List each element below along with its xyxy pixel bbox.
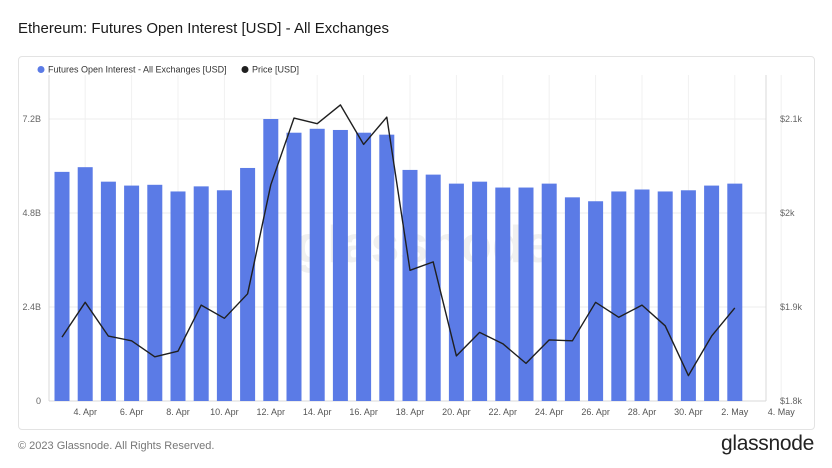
legend-price-label: Price [USD] bbox=[252, 65, 299, 75]
y-right-tick-label: $1.9k bbox=[780, 302, 803, 312]
oi-bar bbox=[425, 174, 441, 401]
x-tick-label: 4. Apr bbox=[73, 407, 97, 417]
oi-bar bbox=[448, 183, 464, 401]
chart-svg: glassnode02.4B4.8B7.2B$1.8k$1.9k$2k$2.1k… bbox=[22, 65, 803, 418]
x-tick-label: 12. Apr bbox=[257, 407, 286, 417]
oi-bar bbox=[77, 167, 93, 401]
x-tick-label: 8. Apr bbox=[166, 407, 190, 417]
x-tick-label: 2. May bbox=[721, 407, 749, 417]
oi-bar bbox=[309, 128, 325, 401]
x-tick-label: 4. May bbox=[768, 407, 796, 417]
x-tick-label: 30. Apr bbox=[674, 407, 703, 417]
oi-bar bbox=[379, 134, 395, 401]
y-right-tick-label: $2k bbox=[780, 208, 795, 218]
oi-bar bbox=[588, 201, 604, 401]
y-right-tick-label: $1.8k bbox=[780, 396, 803, 406]
legend-oi-label: Futures Open Interest - All Exchanges [U… bbox=[48, 65, 227, 75]
chart-panel: glassnode 0 2.4B 4.8B 7.2B $1.8k $1.9k $2k $2.1k… bbox=[18, 56, 815, 430]
legend-price-marker bbox=[241, 66, 249, 73]
x-tick-label: 22. Apr bbox=[489, 407, 518, 417]
oi-bar bbox=[495, 187, 511, 401]
oi-bar bbox=[611, 191, 627, 401]
oi-bar bbox=[124, 185, 140, 401]
x-tick-label: 26. Apr bbox=[581, 407, 610, 417]
oi-bar bbox=[263, 119, 279, 401]
oi-bar bbox=[100, 181, 116, 401]
oi-bar bbox=[727, 183, 743, 401]
y-left-tick-label: 7.2B bbox=[22, 114, 41, 124]
price-line bbox=[61, 104, 736, 377]
chart-title: Ethereum: Futures Open Interest [USD] - … bbox=[18, 20, 390, 37]
x-tick-label: 24. Apr bbox=[535, 407, 564, 417]
oi-bar bbox=[541, 183, 557, 401]
y-right-tick-label: $2.1k bbox=[780, 114, 803, 124]
oi-bar bbox=[634, 189, 650, 401]
y-left-tick-label: 0 bbox=[36, 396, 41, 406]
brand-logo: glassnode bbox=[720, 432, 814, 455]
oi-bar bbox=[356, 132, 372, 401]
oi-bar bbox=[170, 191, 186, 401]
x-tick-label: 16. Apr bbox=[349, 407, 378, 417]
x-tick-label: 28. Apr bbox=[628, 407, 657, 417]
oi-bar bbox=[193, 186, 209, 401]
x-tick-label: 18. Apr bbox=[396, 407, 425, 417]
oi-bar bbox=[680, 190, 696, 401]
oi-bar bbox=[518, 187, 534, 401]
oi-bar bbox=[564, 197, 580, 401]
oi-bar bbox=[472, 181, 488, 401]
oi-bar bbox=[54, 171, 70, 401]
copyright-text: © 2023 Glassnode. All Rights Reserved. bbox=[18, 440, 215, 452]
oi-bar bbox=[402, 169, 418, 401]
oi-bar bbox=[657, 191, 673, 401]
oi-bar bbox=[332, 129, 348, 401]
oi-bar bbox=[240, 167, 256, 401]
y-left-tick-label: 4.8B bbox=[22, 208, 41, 218]
oi-bar bbox=[216, 190, 232, 401]
oi-bar bbox=[147, 184, 163, 401]
x-tick-label: 14. Apr bbox=[303, 407, 332, 417]
x-tick-label: 20. Apr bbox=[442, 407, 471, 417]
x-tick-label: 10. Apr bbox=[210, 407, 239, 417]
x-tick-label: 6. Apr bbox=[120, 407, 144, 417]
y-left-tick-label: 2.4B bbox=[22, 302, 41, 312]
oi-bar bbox=[704, 185, 720, 401]
oi-bar bbox=[286, 132, 302, 401]
legend-oi-marker bbox=[37, 66, 45, 73]
